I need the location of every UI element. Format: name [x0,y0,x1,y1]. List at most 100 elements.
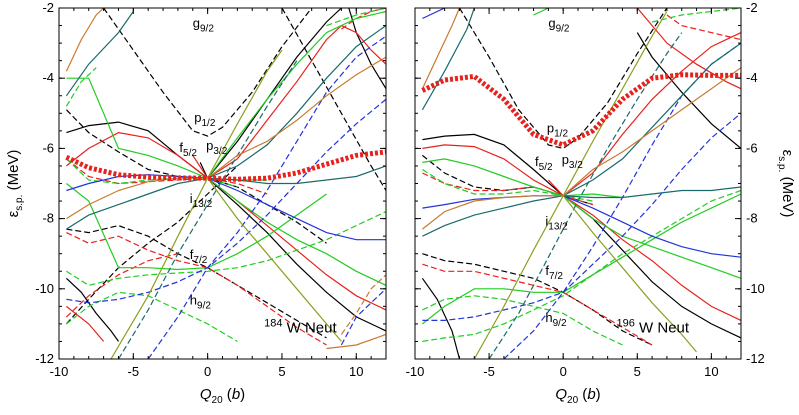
series-line-31 [207,165,386,185]
x-tick-label: 10 [349,364,363,379]
plot-area [65,8,386,359]
series-line-29 [421,8,461,89]
series-line-1 [421,277,461,359]
series-line-3 [458,8,668,150]
series-line-27 [488,32,683,359]
series-line-23 [66,291,238,342]
orbital-label: f7/2 [545,263,563,282]
y-tick-label: -10 [746,281,765,296]
series-line-15 [562,195,741,279]
series-line-24 [422,42,741,237]
series-line-23 [503,42,741,359]
x-tick-label: 5 [278,364,285,379]
plot-area [421,8,741,359]
series-line-27 [147,35,386,359]
series-line-25 [66,174,386,241]
series-line-36 [340,274,386,335]
y-tick-label: -2 [42,0,54,15]
x-tick-label: -5 [483,364,495,379]
orbital-label: f5/2 [535,154,553,173]
series-line-6 [422,144,741,321]
series-line-8 [636,8,741,90]
y-tick-label: -4 [42,70,54,85]
x-tick-label: 10 [704,364,718,379]
fermi-level-line [421,72,741,148]
y-tick-label: -10 [35,281,54,296]
orbital-label: i13/2 [545,214,568,233]
series-line-10 [422,263,653,346]
series-line-21 [422,195,741,258]
series-line-34 [66,56,386,220]
series-line-17 [422,295,623,346]
x-tick-label: -10 [406,364,425,379]
orbital-label: h9/2 [545,310,567,329]
x-tick-label: 0 [204,364,211,379]
series-line-19 [207,177,386,286]
series-line-15 [341,8,386,30]
orbital-label: p3/2 [562,152,584,171]
series-line-7 [547,32,741,197]
y-tick-label: -8 [746,211,758,226]
series-line-11 [666,14,741,41]
right-panel: -10 -5 0 5 10 -12 -10 -8 -6 -4 -2 Q20 (b) εs.p. (MeV… [406,0,796,406]
x-axis-title: Q20 (b) [200,386,245,406]
y-tick-label: -6 [42,140,54,155]
series-line-24 [326,8,386,27]
series-line-14 [65,253,179,318]
series-line-29 [65,11,134,97]
series-line-20 [65,67,97,107]
orbital-label: p3/2 [206,138,228,157]
series-line-13 [422,193,741,325]
y-tick-label: -12 [35,351,54,366]
plot-frame [58,7,387,360]
orbital-label: p1/2 [194,110,216,129]
nucleus-label: 196 W Neut [617,318,690,337]
series-line-20 [422,8,445,20]
series-line-26 [563,186,741,199]
series-line-22 [66,211,386,286]
series-line-6 [66,224,327,339]
series-line-28 [422,67,741,230]
orbital-label: f5/2 [179,140,197,159]
series-line-2 [636,32,741,149]
series-line-21 [65,158,238,188]
series-line-17 [66,183,327,271]
series-line-35 [326,333,386,350]
orbital-label: i13/2 [190,191,213,210]
x-tick-label: -5 [128,364,140,379]
series-line-12 [66,158,268,195]
series-line-33 [65,8,105,72]
series-line-0 [66,121,386,332]
y-tick-label: -4 [746,70,758,85]
series-line-7 [65,165,238,325]
series-line-18 [422,189,741,342]
y-tick-label: -6 [746,140,758,155]
series-line-18 [207,10,386,179]
nucleus-label: 184 W Neut [264,318,337,337]
orbital-label: h9/2 [190,293,212,312]
series-line-25 [421,8,475,111]
series-line-26 [66,98,386,304]
x-tick-label: -10 [50,364,69,379]
series-line-4 [103,8,313,137]
y-tick-label: -12 [746,351,765,366]
series-line-30 [66,25,386,230]
y-tick-label: -8 [42,211,54,226]
y-tick-label: -2 [746,0,758,15]
fermi-level-line [65,149,386,182]
orbital-label: g9/2 [548,15,570,34]
orbital-label: g9/2 [193,15,215,34]
series-line-22 [422,112,741,321]
series-line-38 [207,177,342,342]
x-tick-label: 0 [560,364,567,379]
x-axis-title: Q20 (b) [555,386,600,406]
series-line-8 [281,8,386,191]
series-line-32 [117,60,298,359]
series-line-12 [422,158,623,199]
series-line-14 [533,8,549,16]
series-line-10 [66,305,105,342]
y-axis-title: εs.p. (MeV) [5,150,25,218]
y-axis-title: εs.p. (MeV) [776,150,796,218]
